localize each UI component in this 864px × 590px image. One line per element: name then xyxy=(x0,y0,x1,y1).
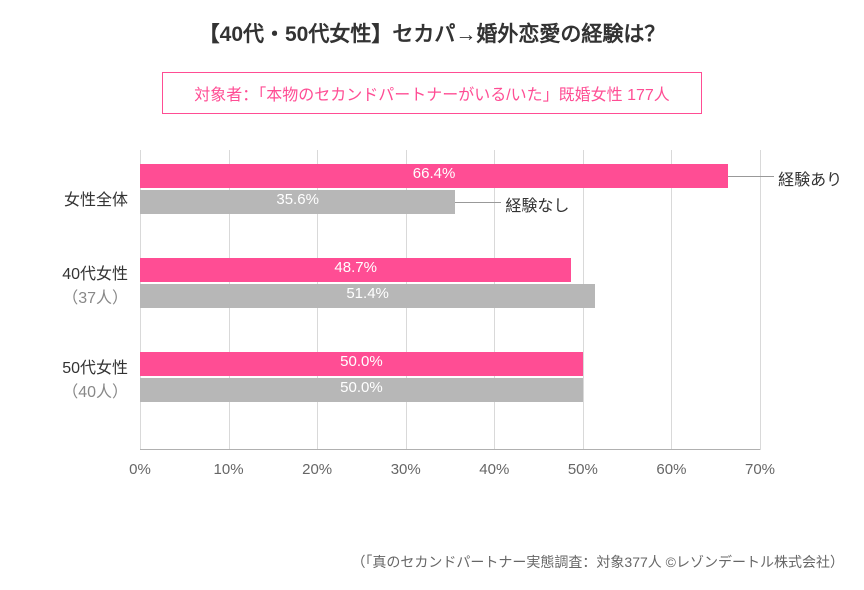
source-text: （「真のセカンドパートナー実態調査：対象377人 ©レゾンデートル株式会社） xyxy=(351,552,844,572)
xtick-label: 20% xyxy=(302,461,332,478)
bar-value: 35.6% xyxy=(140,191,455,208)
xtick-label: 0% xyxy=(129,461,151,478)
leader-line xyxy=(455,202,501,203)
xtick-label: 10% xyxy=(214,461,244,478)
annotation-no: 経験なし xyxy=(505,192,569,216)
gridline xyxy=(760,150,761,450)
annotation-yes: 経験あり xyxy=(778,166,842,190)
category-label: 50代女性（40人） xyxy=(62,354,140,402)
xtick-label: 70% xyxy=(745,461,775,478)
category-label: 40代女性（37人） xyxy=(62,260,140,308)
bar-value: 48.7% xyxy=(140,259,571,276)
leader-line xyxy=(728,176,774,177)
bar-value: 51.4% xyxy=(140,285,595,302)
bar-no: 50.0% xyxy=(140,378,583,402)
chart-area: 66.4%35.6%48.7%51.4%50.0%50.0% 0%10%20%3… xyxy=(140,150,760,490)
category-label: 女性全体 xyxy=(64,186,140,210)
bar-no: 51.4% xyxy=(140,284,595,308)
xtick-label: 60% xyxy=(656,461,686,478)
xtick-label: 40% xyxy=(479,461,509,478)
bar-value: 50.0% xyxy=(140,379,583,396)
xtick-label: 50% xyxy=(568,461,598,478)
subtitle-box: 対象者：「本物のセカンドパートナーがいる/いた」既婚女性 177人 xyxy=(162,72,702,114)
xtick-label: 30% xyxy=(391,461,421,478)
gridline xyxy=(671,150,672,450)
bar-yes: 50.0% xyxy=(140,352,583,376)
bar-yes: 48.7% xyxy=(140,258,571,282)
chart-title: 【40代・50代女性】セカパ→婚外恋愛の経験は？ xyxy=(0,0,864,48)
bar-yes: 66.4% xyxy=(140,164,728,188)
bar-no: 35.6% xyxy=(140,190,455,214)
bar-value: 50.0% xyxy=(140,353,583,370)
bar-value: 66.4% xyxy=(140,165,728,182)
x-axis xyxy=(140,449,760,450)
